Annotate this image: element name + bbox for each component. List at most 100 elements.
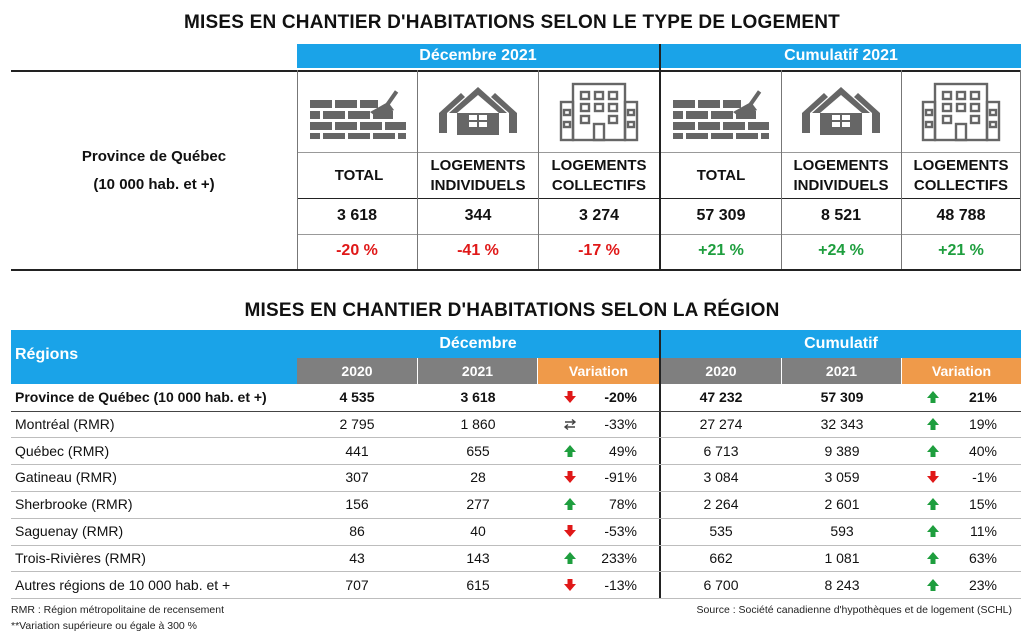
subheader-dec-2020: 2020 [297, 358, 417, 384]
brick-wall-trowel-icon [666, 76, 776, 146]
value-individuels-cum: 8 521 [820, 207, 862, 224]
variation-individuels-dec: -41 % [457, 242, 499, 259]
arrow-down-icon [926, 470, 940, 484]
dec-2021-value: 655 [466, 442, 490, 459]
region-name: Gatineau (RMR) [15, 469, 117, 486]
footnote-variation: **Variation supérieure ou égale à 300 % [11, 620, 198, 632]
table-row: Saguenay (RMR) 86 40 535 593 -53% 11% [11, 518, 1021, 546]
cum-variation-value: 11% [970, 523, 997, 539]
variation-total-dec: -20 % [336, 242, 378, 259]
dec-2021-value: 143 [466, 549, 490, 566]
apartment-building-icon [544, 76, 654, 146]
dec-2020-value: 43 [349, 549, 365, 566]
variation-total-cum: +21 % [698, 242, 744, 259]
swap-arrows-icon [563, 417, 577, 431]
arrow-up-icon [926, 497, 940, 511]
region-name: Trois-Rivières (RMR) [15, 549, 146, 566]
cum-2020-value: 3 084 [703, 469, 739, 486]
dec-2020-value: 441 [345, 442, 369, 459]
province-label-line2: (10 000 hab. et +) [93, 176, 215, 193]
house-icon [786, 76, 896, 146]
header-individuels-dec: LOGEMENTS INDIVIDUELS [430, 157, 526, 194]
dec-variation-value: 78% [608, 496, 637, 513]
variation-collectifs-dec: -17 % [578, 242, 620, 259]
region-name: Québec (RMR) [15, 442, 110, 459]
header-group-december: Décembre [297, 330, 659, 358]
value-total-cum: 57 309 [696, 207, 746, 224]
cum-variation-value: 23% [968, 576, 997, 593]
arrow-up-icon [563, 497, 577, 511]
header-group-cumulative: Cumulatif [661, 330, 1021, 358]
region-name: Sherbrooke (RMR) [15, 496, 133, 513]
subheader-cum-variation: Variation [902, 358, 1021, 384]
cum-2020-value: 6 713 [703, 442, 739, 459]
dec-2021-value: 28 [470, 469, 486, 486]
title-type-logement: MISES EN CHANTIER D'HABITATIONS SELON LE… [184, 12, 840, 33]
province-label-line1: Province de Québec [81, 148, 227, 165]
table-row: Province de Québec (10 000 hab. et +) 4 5… [11, 384, 1021, 412]
table-row: Sherbrooke (RMR) 156 277 2 264 2 601 78% 15% [11, 491, 1021, 519]
arrow-up-icon [926, 390, 940, 404]
arrow-up-icon [926, 551, 940, 565]
cum-2021-value: 9 389 [824, 442, 860, 459]
title-region: MISES EN CHANTIER D'HABITATIONS SELON LA… [244, 300, 780, 321]
arrow-up-icon [926, 444, 940, 458]
dec-2020-value: 2 795 [339, 415, 375, 432]
table-row: Trois-Rivières (RMR) 43 143 662 1 081 233% 63% [11, 545, 1021, 573]
region-name: Autres régions de 10 000 hab. et + [15, 576, 231, 593]
cum-2020-value: 27 274 [699, 415, 743, 432]
value-total-dec: 3 618 [336, 207, 378, 224]
dec-variation-value: -20% [604, 389, 637, 405]
dec-variation-value: 233% [601, 549, 637, 566]
subheader-cum-2020: 2020 [661, 358, 781, 384]
cum-2020-value: 6 700 [703, 576, 739, 593]
arrow-down-icon [563, 470, 577, 484]
dec-2021-value: 615 [466, 576, 490, 593]
header-total-cum: TOTAL [696, 167, 746, 184]
footnote-rmr: RMR : Région métropolitaine de recenseme… [11, 604, 225, 616]
header-collectifs-cum: LOGEMENTS COLLECTIFS [913, 157, 1009, 194]
table-row: Montréal (RMR) 2 795 1 860 27 274 32 343 -33%… [11, 411, 1021, 439]
cum-variation-value: -1% [972, 469, 997, 486]
cum-2021-value: 2 601 [824, 496, 860, 513]
arrow-down-icon [563, 390, 577, 404]
cum-variation-value: 19% [968, 415, 997, 432]
arrow-up-icon [926, 417, 940, 431]
dec-2021-value: 277 [466, 496, 490, 513]
brick-wall-trowel-icon [303, 76, 413, 146]
header-total-dec: TOTAL [334, 167, 384, 184]
variation-individuels-cum: +24 % [818, 242, 864, 259]
cum-variation-value: 15% [968, 496, 997, 513]
period-cumulative-2021: Cumulatif 2021 [661, 44, 1021, 68]
cum-2021-value: 32 343 [820, 415, 864, 432]
dec-variation-value: -91% [604, 469, 637, 486]
dec-2020-value: 707 [345, 576, 369, 593]
region-name: Saguenay (RMR) [15, 523, 124, 539]
footnote-source: Source : Société canadienne d'hypothèque… [696, 604, 1012, 616]
cum-2021-value: 3 059 [824, 469, 860, 486]
region-name: Montréal (RMR) [15, 415, 115, 432]
cum-2021-value: 1 081 [824, 549, 860, 566]
house-icon [423, 76, 533, 146]
cum-2021-value: 8 243 [824, 576, 860, 593]
apartment-building-icon [906, 76, 1016, 146]
value-collectifs-cum: 48 788 [936, 207, 986, 224]
cum-2021-value: 57 309 [820, 389, 864, 405]
region-name: Province de Québec (10 000 hab. et +) [15, 389, 267, 405]
cum-variation-value: 63% [968, 549, 997, 566]
header-individuels-cum: LOGEMENTS INDIVIDUELS [793, 157, 889, 194]
subheader-cum-2021: 2021 [782, 358, 901, 384]
arrow-up-icon [926, 578, 940, 592]
cum-2021-value: 593 [830, 523, 854, 539]
arrow-up-icon [926, 524, 940, 538]
value-individuels-dec: 344 [464, 207, 492, 224]
cum-variation-value: 21% [968, 389, 997, 405]
table-row: Autres régions de 10 000 hab. et + 707 615… [11, 572, 1021, 600]
arrow-down-icon [563, 524, 577, 538]
arrow-up-icon [563, 551, 577, 565]
cum-2020-value: 662 [709, 549, 733, 566]
arrow-up-icon [563, 444, 577, 458]
dec-2020-value: 307 [345, 469, 369, 486]
variation-collectifs-cum: +21 % [938, 242, 984, 259]
period-december-2021: Décembre 2021 [297, 44, 659, 68]
